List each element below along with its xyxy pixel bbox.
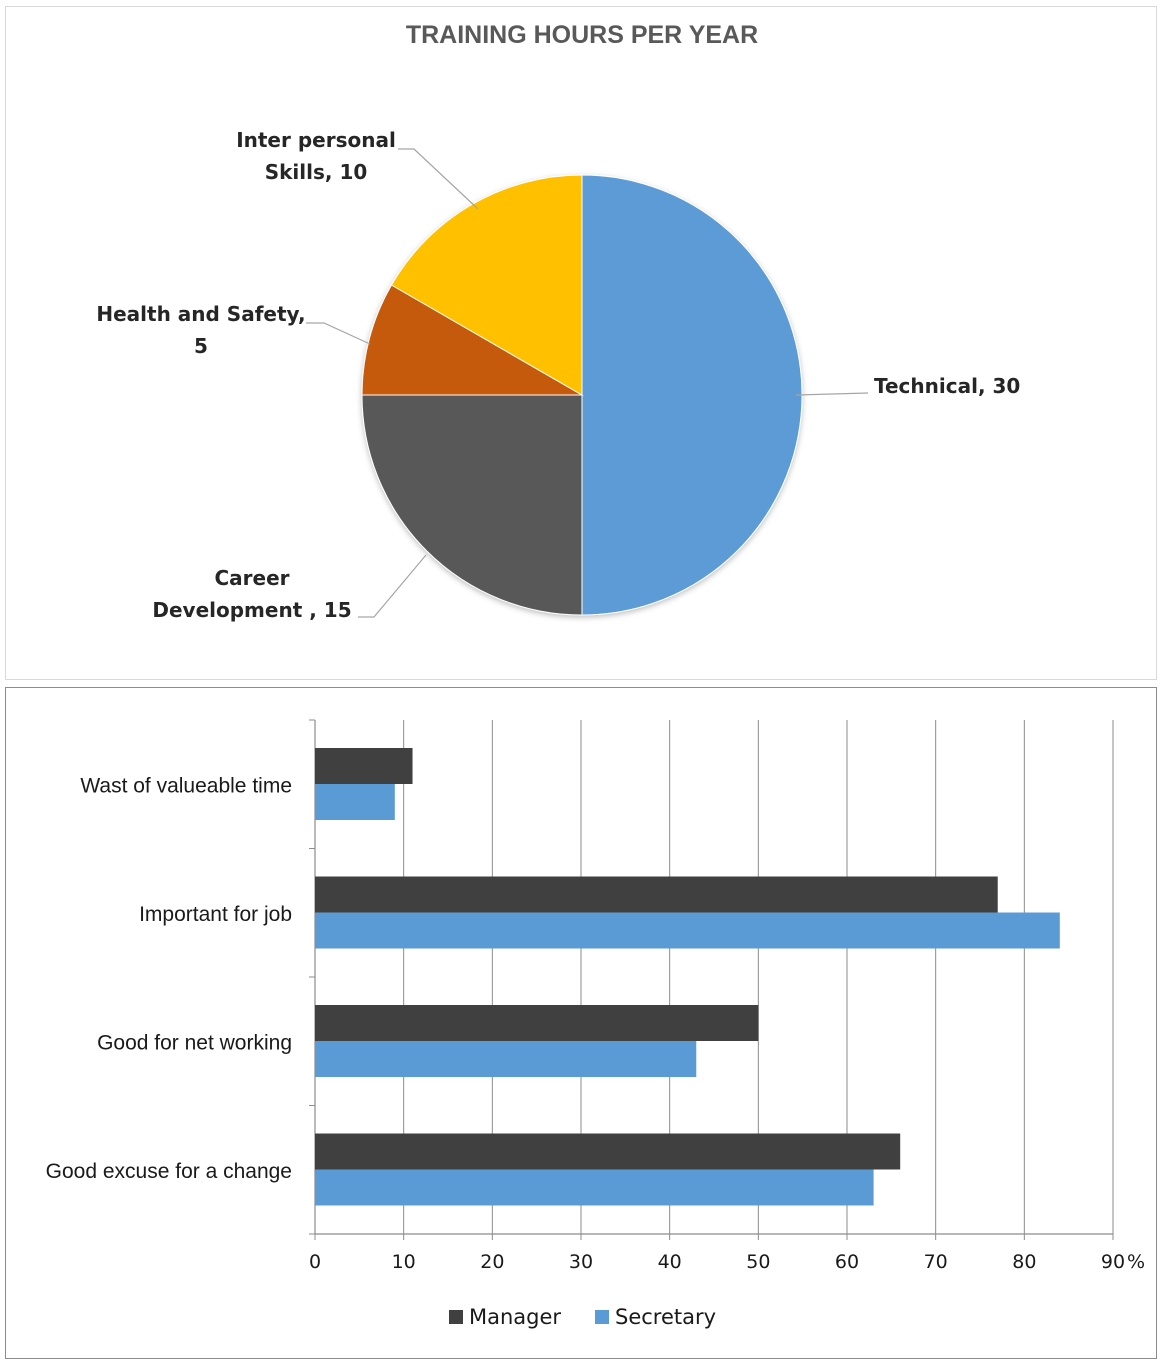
x-tick-label: 50 [746,1251,770,1273]
bar-chart: 0 10 20 30 40 50 60 70 80 90 % Wast of valueable ti… [46,719,1145,1329]
bar-secretary-wast-of-valueable-time [315,784,395,820]
pie-label-inter-personal-skills: Inter personal [236,128,396,152]
pie-label-health-and-safety: Health and Safety, [96,302,305,326]
pie-chart-panel: TRAINING HOURS PER YEAR Technical, 30 Car… [5,6,1157,680]
bar-manager-good-excuse-for-a-change [315,1133,901,1170]
x-tick-label: 0 [309,1251,321,1273]
legend-swatch-secretary [595,1310,609,1324]
x-tick-label: 20 [480,1251,504,1273]
x-tick-label: 30 [569,1251,593,1273]
x-tick-label: 80 [1012,1251,1036,1273]
category-label: Important for job [139,903,292,926]
bar-manager-wast-of-valueable-time [315,748,413,784]
x-tick-label: 40 [658,1251,682,1273]
pie-chart: TRAINING HOURS PER YEAR Technical, 30 Car… [96,21,1020,622]
bar-chart-panel: 0 10 20 30 40 50 60 70 80 90% Wast of valueable ti… [5,687,1157,1359]
pie-chart-title: TRAINING HOURS PER YEAR [406,21,758,49]
pie-leader-line-technical [795,392,869,396]
pie-slice-career-development [361,394,583,616]
x-tick-label: 70 [924,1251,948,1273]
pie-leader-line-career-development [358,554,427,618]
pie-leader-line-health-and-safety [306,322,371,345]
x-tick-label: 10 [392,1251,416,1273]
pie-leader-line-inter-personal-skills [398,148,479,210]
category-label: Wast of valueable time [80,774,292,797]
bar-secretary-good-excuse-for-a-change [315,1169,874,1206]
x-tick-label: 90 [1101,1251,1125,1273]
bar-manager-good-for-net-working [315,1005,759,1041]
pie-label-career-development: Development , 15 [152,598,351,622]
pie-slices [361,174,803,616]
bar-secretary-important-for-job [315,912,1060,949]
bar-secretary-good-for-net-working [315,1041,697,1077]
x-tick-label: 60 [835,1251,859,1273]
bar-manager-important-for-job [315,876,998,913]
legend-swatch-manager [449,1310,463,1324]
x-axis-unit: % [1127,1251,1145,1273]
pie-label-technical: Technical, 30 [874,374,1020,398]
pie-label-health-and-safety: 5 [194,334,208,358]
pie-label-inter-personal-skills: Skills, 10 [265,160,368,184]
category-label: Good for net working [97,1031,292,1054]
legend-label-manager: Manager [469,1305,561,1329]
pie-slice-technical [581,174,803,616]
legend-label-secretary: Secretary [615,1305,716,1329]
category-label: Good excuse for a change [46,1160,292,1183]
pie-slice-health-and-safety [361,284,584,396]
pie-slice-inter-personal-skills [390,174,583,396]
pie-label-career-development: Career [214,566,289,590]
